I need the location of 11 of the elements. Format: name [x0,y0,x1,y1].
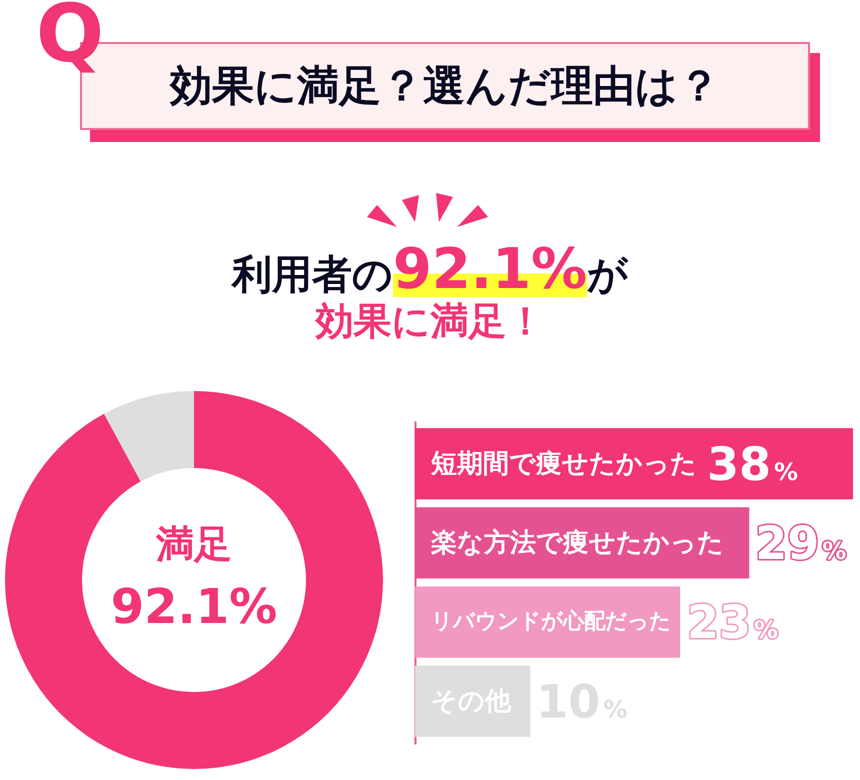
data-label: 23% [687,595,778,650]
donut-slice [104,391,194,482]
y-tick-label: 楽な方法で痩せたかった [430,528,724,558]
data-label: 38% [707,436,798,491]
data-label: 92.1% [110,579,278,635]
y-tick-label: リバウンドが心配だった [431,609,671,634]
slice-label: 満足 [155,522,232,566]
text: Q [36,0,104,80]
chart-title: 効果に満足？選んだ理由は？ [170,60,720,112]
data-label: 29% [755,516,846,570]
y-tick-label: 短期間で痩せたかった [430,448,697,479]
